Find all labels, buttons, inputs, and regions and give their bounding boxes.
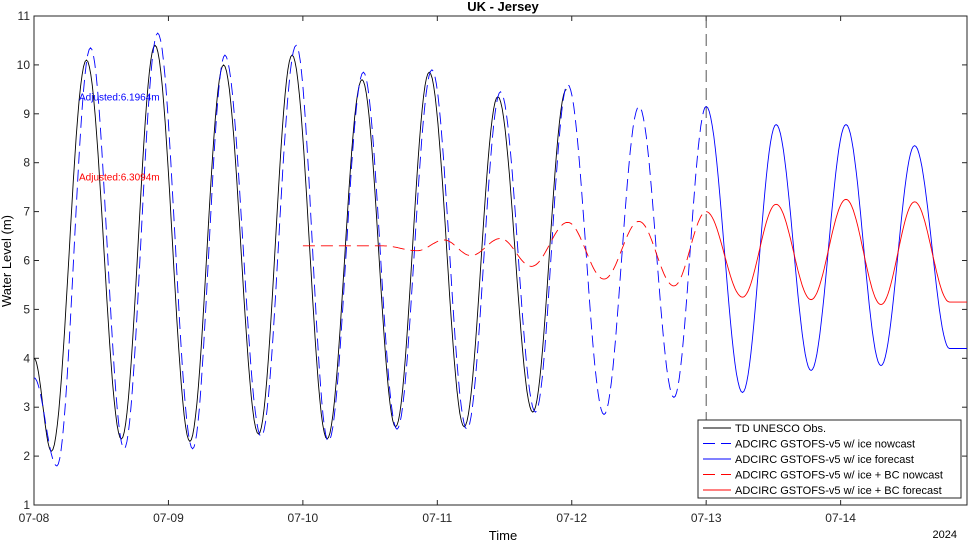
series-line-1 bbox=[33, 32, 707, 467]
x-tick-label: 07-13 bbox=[691, 511, 722, 525]
legend-entry-3: ADCIRC GSTOFS-v5 w/ ice + BC nowcast bbox=[735, 470, 943, 482]
series-line-3 bbox=[302, 211, 707, 287]
x-tick-label: 07-09 bbox=[153, 511, 184, 525]
legend-box bbox=[697, 419, 962, 499]
year-label: 2024 bbox=[933, 529, 957, 541]
series-line-0 bbox=[33, 44, 567, 452]
y-tick-label: 5 bbox=[23, 302, 30, 316]
legend-entry-0: TD UNESCO Obs. bbox=[735, 423, 826, 435]
series-line-4 bbox=[706, 198, 967, 305]
legend-entry-2: ADCIRC GSTOFS-v5 w/ ice forecast bbox=[735, 454, 914, 466]
chart-title: UK - Jersey bbox=[467, 0, 539, 14]
annotation-label-1: Adjusted:6.3094m bbox=[79, 172, 160, 183]
legend-entry-1: ADCIRC GSTOFS-v5 w/ ice nowcast bbox=[735, 439, 915, 451]
series-line-2 bbox=[705, 106, 967, 394]
y-tick-label: 9 bbox=[23, 107, 30, 121]
y-tick-label: 4 bbox=[23, 351, 30, 365]
x-tick-label: 07-12 bbox=[556, 511, 587, 525]
y-tick-label: 1 bbox=[23, 498, 30, 512]
y-tick-label: 8 bbox=[23, 156, 30, 170]
y-tick-label: 7 bbox=[23, 205, 30, 219]
legend: TD UNESCO Obs. ADCIRC GSTOFS-v5 w/ ice no… bbox=[697, 419, 962, 499]
x-tick-label: 07-10 bbox=[288, 511, 319, 525]
x-tick-label: 07-08 bbox=[19, 511, 50, 525]
y-tick-label: 10 bbox=[17, 58, 31, 72]
x-tick-label: 07-11 bbox=[422, 511, 452, 525]
y-tick-label: 6 bbox=[23, 254, 30, 268]
y-tick-label: 11 bbox=[18, 9, 31, 23]
x-axis-label: Time bbox=[489, 528, 517, 541]
annotation-label-0: Adjusted:6.1964m bbox=[79, 93, 160, 104]
legend-entry-4: ADCIRC GSTOFS-v5 w/ ice + BC forecast bbox=[735, 485, 942, 497]
y-tick-label: 2 bbox=[23, 449, 30, 463]
x-tick-label: 07-14 bbox=[825, 511, 856, 525]
y-axis-label: Water Level (m) bbox=[0, 215, 14, 307]
y-tick-label: 3 bbox=[23, 400, 30, 414]
